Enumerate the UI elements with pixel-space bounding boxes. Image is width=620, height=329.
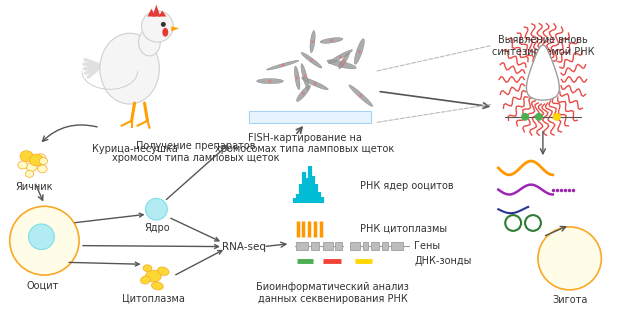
Ellipse shape bbox=[296, 85, 311, 101]
Ellipse shape bbox=[162, 28, 168, 37]
Ellipse shape bbox=[29, 154, 43, 166]
FancyBboxPatch shape bbox=[371, 242, 379, 249]
Polygon shape bbox=[148, 9, 156, 16]
Circle shape bbox=[310, 59, 313, 62]
Polygon shape bbox=[171, 26, 179, 31]
Text: РНК цитоплазмы: РНК цитоплазмы bbox=[360, 224, 446, 234]
Text: Получение препаратов
хромосом типа ламповых щеток: Получение препаратов хромосом типа лампо… bbox=[112, 141, 280, 163]
Ellipse shape bbox=[339, 53, 350, 69]
Ellipse shape bbox=[329, 50, 352, 63]
Ellipse shape bbox=[257, 79, 283, 84]
Ellipse shape bbox=[301, 63, 309, 89]
Polygon shape bbox=[526, 45, 559, 100]
Circle shape bbox=[553, 113, 560, 121]
Ellipse shape bbox=[294, 66, 300, 90]
Ellipse shape bbox=[301, 77, 328, 90]
Circle shape bbox=[339, 55, 342, 58]
Text: Выявление вновь
синтезируемой РНК: Выявление вновь синтезируемой РНК bbox=[492, 35, 594, 57]
Text: РНК ядер ооцитов: РНК ядер ооцитов bbox=[360, 181, 453, 190]
Circle shape bbox=[296, 76, 299, 79]
Ellipse shape bbox=[143, 265, 152, 272]
FancyBboxPatch shape bbox=[383, 242, 388, 249]
FancyBboxPatch shape bbox=[350, 242, 360, 249]
Circle shape bbox=[360, 94, 362, 97]
Circle shape bbox=[330, 39, 333, 42]
Ellipse shape bbox=[327, 60, 356, 69]
Circle shape bbox=[538, 227, 601, 290]
Circle shape bbox=[146, 198, 167, 220]
Ellipse shape bbox=[38, 165, 47, 173]
Text: FISH-картирование на
хромосомах типа ламповых щеток: FISH-картирование на хромосомах типа лам… bbox=[215, 133, 395, 154]
Ellipse shape bbox=[141, 276, 151, 284]
Ellipse shape bbox=[138, 28, 161, 56]
Ellipse shape bbox=[18, 161, 27, 169]
Circle shape bbox=[358, 50, 361, 53]
Circle shape bbox=[535, 113, 543, 121]
Text: ДНК-зонды: ДНК-зонды bbox=[414, 256, 471, 266]
Ellipse shape bbox=[146, 270, 161, 282]
Text: RNA-seq: RNA-seq bbox=[221, 241, 265, 252]
Circle shape bbox=[29, 224, 55, 249]
Polygon shape bbox=[249, 111, 371, 123]
FancyBboxPatch shape bbox=[323, 242, 333, 249]
Ellipse shape bbox=[39, 158, 48, 164]
Text: Яичник: Яичник bbox=[16, 182, 53, 192]
FancyBboxPatch shape bbox=[311, 242, 319, 249]
Circle shape bbox=[340, 63, 343, 66]
Circle shape bbox=[311, 40, 314, 43]
Circle shape bbox=[10, 206, 79, 275]
FancyBboxPatch shape bbox=[363, 242, 368, 249]
Ellipse shape bbox=[20, 151, 33, 162]
Text: Курица-несушка: Курица-несушка bbox=[92, 144, 177, 154]
Text: Биоинформатический анализ
данных секвенирования РНК: Биоинформатический анализ данных секвени… bbox=[256, 282, 409, 304]
Ellipse shape bbox=[26, 163, 37, 171]
Text: Гены: Гены bbox=[414, 240, 440, 251]
Text: Ядро: Ядро bbox=[144, 223, 170, 233]
Circle shape bbox=[268, 80, 272, 83]
Ellipse shape bbox=[25, 170, 33, 177]
Polygon shape bbox=[153, 5, 161, 16]
Circle shape bbox=[303, 75, 306, 78]
Ellipse shape bbox=[35, 154, 46, 163]
Circle shape bbox=[141, 11, 173, 42]
Ellipse shape bbox=[310, 31, 315, 53]
Ellipse shape bbox=[151, 282, 163, 290]
Text: Зигота: Зигота bbox=[552, 295, 587, 305]
FancyBboxPatch shape bbox=[296, 242, 308, 249]
Text: Цитоплазма: Цитоплазма bbox=[122, 294, 185, 304]
Circle shape bbox=[161, 22, 166, 27]
Ellipse shape bbox=[267, 60, 299, 70]
FancyBboxPatch shape bbox=[391, 242, 403, 249]
Circle shape bbox=[521, 113, 529, 121]
Ellipse shape bbox=[349, 85, 373, 107]
Ellipse shape bbox=[320, 38, 343, 43]
Ellipse shape bbox=[157, 267, 169, 275]
Circle shape bbox=[281, 64, 284, 67]
Circle shape bbox=[343, 59, 345, 62]
Ellipse shape bbox=[354, 38, 365, 64]
FancyBboxPatch shape bbox=[335, 242, 342, 249]
Ellipse shape bbox=[100, 33, 159, 104]
Circle shape bbox=[302, 92, 305, 95]
Text: Ооцит: Ооцит bbox=[26, 280, 59, 290]
Circle shape bbox=[314, 82, 316, 85]
Polygon shape bbox=[158, 11, 166, 16]
Ellipse shape bbox=[301, 52, 322, 68]
